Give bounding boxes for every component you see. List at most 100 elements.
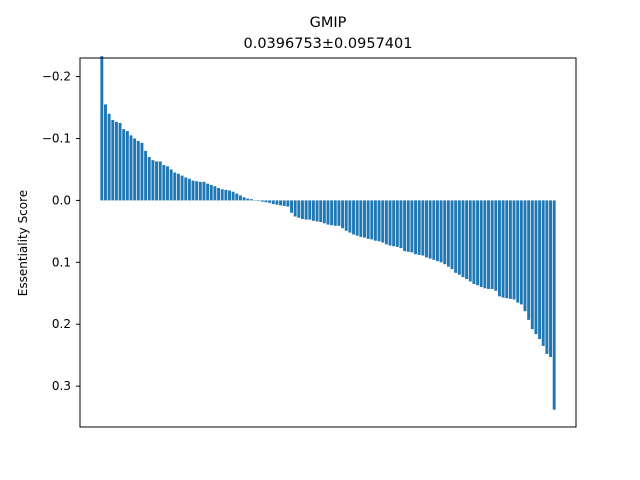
bar: [388, 200, 392, 246]
bar: [315, 200, 319, 222]
bar: [242, 197, 246, 201]
y-tick-label: −0.1: [42, 131, 71, 145]
bar: [344, 200, 348, 231]
bar: [395, 200, 399, 247]
bar: [202, 181, 206, 201]
bar: [549, 200, 552, 358]
y-tick-label: 0.0: [52, 193, 71, 207]
bar: [290, 200, 293, 213]
bar: [319, 200, 323, 223]
bar: [381, 200, 385, 243]
bar: [140, 142, 144, 201]
bar: [228, 190, 231, 201]
bar: [519, 200, 523, 305]
chart-title: GMIP: [310, 15, 347, 31]
bar: [505, 200, 509, 299]
bar: [377, 200, 381, 242]
bar: [271, 200, 275, 205]
bar: [370, 200, 374, 240]
bar: [428, 200, 432, 259]
bar: [147, 157, 151, 201]
y-axis-label: Essentiality Score: [16, 190, 30, 296]
bar: [322, 200, 326, 224]
bar: [246, 198, 250, 201]
bar: [472, 200, 476, 284]
bar: [176, 173, 180, 201]
bar: [257, 200, 261, 202]
bar: [333, 200, 337, 226]
bar: [191, 180, 195, 201]
bar: [297, 200, 301, 218]
bar: [111, 119, 115, 201]
bar: [308, 200, 312, 220]
bar: [209, 184, 213, 201]
bar: [122, 129, 126, 201]
bar: [104, 104, 107, 201]
bar: [279, 200, 283, 206]
bar: [169, 169, 173, 201]
bar: [403, 200, 407, 252]
bar: [541, 200, 545, 346]
bar: [100, 56, 104, 201]
bar: [523, 200, 527, 312]
bar: [136, 140, 140, 201]
bar: [512, 200, 516, 300]
bar: [133, 138, 137, 201]
bar: [384, 200, 388, 245]
bar: [268, 200, 272, 203]
bar: [465, 200, 469, 280]
bar: [235, 193, 239, 201]
bar: [406, 200, 410, 252]
bar: [125, 131, 129, 201]
bar: [129, 135, 133, 201]
bar: [166, 166, 169, 201]
bar: [311, 200, 315, 221]
bar: [399, 200, 403, 249]
bar: [155, 161, 158, 201]
bar: [213, 186, 217, 201]
y-tick-label: 0.1: [52, 255, 71, 269]
bar: [355, 200, 359, 236]
bar: [114, 121, 118, 201]
bar: [264, 200, 268, 203]
y-tick-label: 0.2: [52, 317, 71, 331]
bar: [286, 200, 290, 207]
bar: [224, 189, 228, 201]
bar: [516, 200, 520, 303]
bar: [446, 200, 450, 267]
bar: [275, 200, 279, 205]
bar: [468, 200, 472, 282]
bar: [206, 183, 210, 201]
bar: [552, 200, 556, 410]
y-axis-ticks: −0.2 −0.1 0.0 0.1 0.2 0.3: [42, 70, 80, 393]
chart-subtitle: 0.0396753±0.0957401: [244, 36, 413, 52]
bar: [238, 195, 242, 201]
bar: [144, 150, 148, 201]
bar: [293, 200, 297, 217]
bar: [479, 200, 483, 288]
bar: [425, 200, 428, 258]
bar: [494, 200, 498, 291]
bar: [337, 200, 341, 226]
bar: [483, 200, 487, 289]
bar: [162, 165, 166, 201]
bar: [326, 200, 330, 225]
bar: [457, 200, 461, 275]
bar: [107, 113, 111, 201]
bar: [359, 200, 363, 237]
bar: [530, 200, 534, 330]
bar: [527, 200, 531, 320]
bar: [410, 200, 414, 253]
plot-frame: [79, 57, 577, 428]
bar: [534, 200, 538, 335]
bar: [454, 200, 458, 273]
bar: [476, 200, 480, 286]
bar: [330, 200, 334, 226]
bar: [363, 200, 366, 238]
bar: [198, 181, 202, 201]
bar: [450, 200, 454, 270]
bar: [301, 200, 304, 219]
bar: [217, 188, 221, 201]
bar: [282, 200, 286, 206]
bar: [373, 200, 377, 241]
